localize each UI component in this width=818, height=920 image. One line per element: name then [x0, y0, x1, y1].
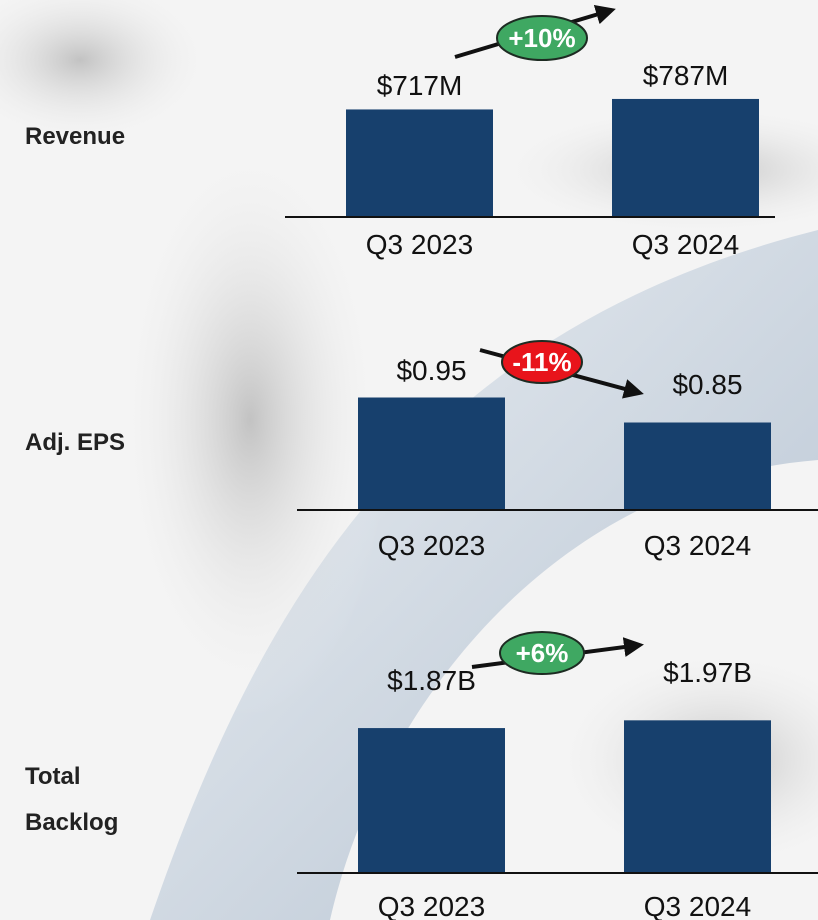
- bar: [624, 720, 771, 873]
- change-label: +6%: [516, 638, 569, 668]
- bar: [358, 728, 505, 873]
- x-tick-label: Q3 2024: [644, 530, 751, 561]
- x-tick-label: Q3 2024: [632, 229, 739, 260]
- change-badge: [499, 631, 585, 675]
- change-badge: [501, 340, 583, 384]
- value-label: $787M: [643, 60, 729, 91]
- x-tick-label: Q3 2023: [366, 229, 473, 260]
- bar: [612, 98, 759, 217]
- value-label: $0.85: [672, 369, 742, 400]
- change-badge: [496, 15, 588, 61]
- value-label: $0.95: [396, 355, 466, 386]
- value-label: $717M: [377, 70, 463, 101]
- x-tick-label: Q3 2024: [644, 891, 751, 920]
- row-label: Total Backlog: [25, 763, 119, 836]
- change-label: -11%: [512, 347, 571, 377]
- x-tick-label: Q3 2023: [378, 530, 485, 561]
- value-label: $1.97B: [663, 657, 752, 688]
- bar: [624, 422, 771, 510]
- swirl: [0, 0, 220, 150]
- change-label: +10%: [508, 23, 575, 53]
- swirl: [110, 120, 390, 720]
- swirl: [150, 230, 818, 920]
- value-label: $1.87B: [387, 665, 476, 696]
- bar: [358, 397, 505, 510]
- x-tick-label: Q3 2023: [378, 891, 485, 920]
- bar: [346, 109, 493, 217]
- row-label: Adj. EPS: [25, 429, 126, 456]
- row-label: Revenue: [25, 123, 126, 150]
